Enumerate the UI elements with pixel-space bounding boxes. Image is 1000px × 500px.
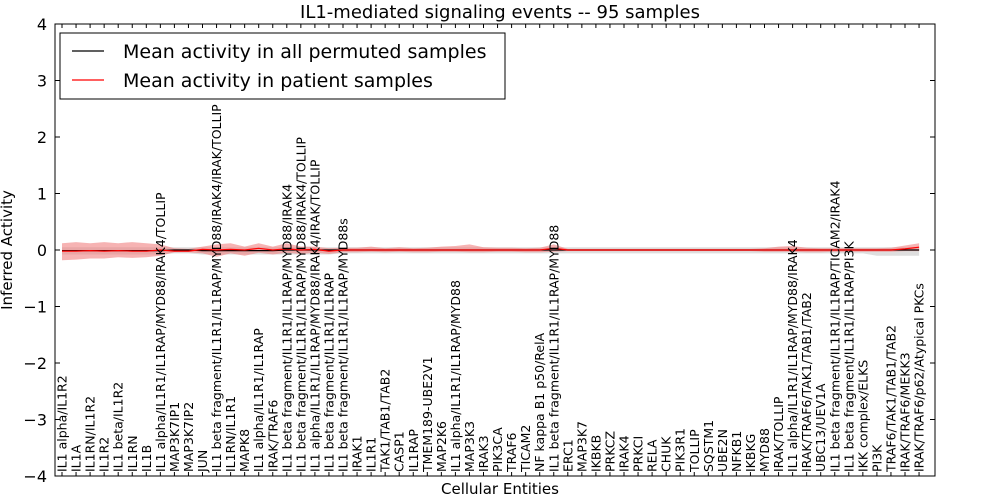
x-tick-label: IL1 alpha/IL1R2 xyxy=(55,375,70,472)
legend-box xyxy=(59,32,506,100)
x-tick-label: MAP2K6 xyxy=(434,421,449,472)
x-tick-label: TAK1/TAB1/TAB2 xyxy=(378,369,393,473)
x-tick-label: PRKCZ xyxy=(603,431,618,472)
x-tick-label: ERC1 xyxy=(560,439,575,472)
x-tick-label: UBC13/UEV1A xyxy=(813,383,828,472)
x-tick-label: IL1RN/IL1R1 xyxy=(223,396,238,472)
legend-patient-label: Mean activity in patient samples xyxy=(123,70,433,92)
x-tick-label: TRAF6 xyxy=(504,432,519,473)
y-axis-ticks: −4 −3 −2 −1 0 1 2 3 4 xyxy=(23,15,935,486)
x-tick-label: PIK3CA xyxy=(490,427,505,472)
x-tick-label: TOLLIP xyxy=(687,429,702,473)
x-tick-label: IL1R1 xyxy=(364,437,379,472)
x-tick-label: IL1 alpha/IL1R1/IL1RAP/MYD88 xyxy=(448,280,463,472)
x-axis-label: Cellular Entities xyxy=(441,480,559,498)
x-tick-label: UBE2N xyxy=(715,429,730,472)
x-tick-label: IKBKB xyxy=(588,435,603,472)
x-tick-label: PIK3R1 xyxy=(673,428,688,472)
x-tick-label: IKBKG xyxy=(743,434,758,472)
patient-band xyxy=(62,242,920,261)
x-tick-label: TICAM2 xyxy=(518,425,533,473)
y-tick-label: −4 xyxy=(23,467,47,486)
x-tick-label: CHUK xyxy=(659,436,674,472)
patient-mean-line xyxy=(62,246,920,252)
x-tick-label: IL1RN xyxy=(125,435,140,472)
x-tick-label: SQSTM1 xyxy=(701,420,716,472)
y-tick-label: 1 xyxy=(37,185,47,204)
x-tick-label: IL1R2 xyxy=(97,437,112,472)
x-tick-label: IL1 alpha/IL1R1/IL1RAP xyxy=(251,328,266,472)
x-tick-label: NF kappa B1 p50/RelA xyxy=(532,332,547,472)
x-tick-label: MAP3K3 xyxy=(462,421,477,472)
x-tick-label: IL1 beta fragment/IL1R1/IL1RAP xyxy=(321,272,336,472)
x-tick-label: IL1 beta/IL1R2 xyxy=(111,382,126,472)
x-tick-label: IL1 beta fragment/IL1R1/IL1RAP/TICAM2/IR… xyxy=(827,181,842,472)
y-tick-label: 0 xyxy=(37,241,47,260)
x-tick-label: IL1 beta fragment/IL1R1/IL1RAP/MYD88/IRA… xyxy=(209,104,224,472)
x-tick-label: IL1 beta fragment/IL1R1/IL1RAP/MYD88/IRA… xyxy=(279,184,294,472)
legend: Mean activity in all permuted samples Me… xyxy=(59,32,506,100)
x-tick-label: IL1RN/IL1R2 xyxy=(83,396,98,472)
x-tick-label: RELA xyxy=(645,439,660,472)
x-tick-label: IL1 beta fragment/IL1R1/IL1RAP/MYD88s xyxy=(336,218,351,472)
x-tick-label: IL1 alpha/IL1R1/IL1RAP/MYD88/IRAK4 xyxy=(785,239,800,472)
x-tick-label: IRAK4 xyxy=(617,435,632,472)
x-tick-label: MYD88 xyxy=(757,428,772,472)
x-tick-label: MAP3K7IP1 xyxy=(167,402,182,472)
x-tick-label: NFKB1 xyxy=(729,431,744,472)
y-tick-label: 2 xyxy=(37,128,47,147)
x-tick-label: IRAK/TRAF6/TAK1/TAB1/TAB2 xyxy=(799,292,814,472)
x-tick-label: MAPK8 xyxy=(237,429,252,472)
plot-frame xyxy=(54,23,936,477)
x-tick-label: IRAK/TRAF6/p62/Atypical PKCs xyxy=(912,283,927,472)
y-tick-label: −1 xyxy=(23,298,47,317)
y-tick-label: 3 xyxy=(37,72,47,91)
x-tick-label: IKK complex/ELKS xyxy=(855,360,870,472)
y-axis-label: Inferred Activity xyxy=(0,190,16,310)
x-tick-label: IRAK/TRAF6/MEKK3 xyxy=(898,352,913,472)
x-tick-label: JUN xyxy=(195,450,210,473)
x-tick-label: TRAF6/TAK1/TAB1/TAB2 xyxy=(884,325,899,473)
y-tick-label: 4 xyxy=(37,15,47,34)
x-tick-label: IRAK/TOLLIP xyxy=(771,396,786,472)
x-tick-label: IRAK1 xyxy=(350,435,365,472)
y-tick-label: −3 xyxy=(23,411,47,430)
legend-permuted-label: Mean activity in all permuted samples xyxy=(123,41,486,63)
x-tick-label: IL1 beta fragment/IL1R1/IL1RAP/MYD88/IRA… xyxy=(293,137,308,472)
x-tick-label: IL1B xyxy=(139,445,154,472)
x-tick-label: IL1RAP xyxy=(406,429,421,472)
x-tick-label: PI3K xyxy=(869,444,884,472)
x-axis-ticks: IL1 alpha/IL1R2 IL1A IL1RN/IL1R2 IL1R2 IL1 b… xyxy=(55,24,927,476)
x-tick-label: CASP1 xyxy=(392,431,407,472)
y-tick-label: −2 xyxy=(23,354,47,373)
x-tick-label: IL1A xyxy=(69,444,84,472)
x-tick-label: IL1 alpha/IL1R1/IL1RAP/MYD88/IRAK4/IRAK/… xyxy=(307,159,322,472)
chart-title: IL1-mediated signaling events -- 95 samp… xyxy=(300,2,700,23)
x-tick-label: IL1 beta fragment/IL1R1/IL1RAP/MYD88 xyxy=(546,225,561,472)
x-tick-label: MAP3K7IP2 xyxy=(181,402,196,472)
x-tick-label: IRAK3 xyxy=(476,435,491,472)
x-tick-label: IL1 beta fragment/IL1R1/IL1RAP/PI3K xyxy=(841,241,856,472)
x-tick-label: TMEM189-UBE2V1 xyxy=(420,356,435,473)
x-tick-label: PRKCI xyxy=(631,436,646,472)
x-tick-label: IL1 alpha/IL1R1/IL1RAP/MYD88/IRAK4/TOLLI… xyxy=(153,192,168,472)
x-tick-label: MAP3K7 xyxy=(574,421,589,472)
series-lines xyxy=(62,246,920,252)
x-tick-label: IRAK/TRAF6 xyxy=(265,400,280,472)
